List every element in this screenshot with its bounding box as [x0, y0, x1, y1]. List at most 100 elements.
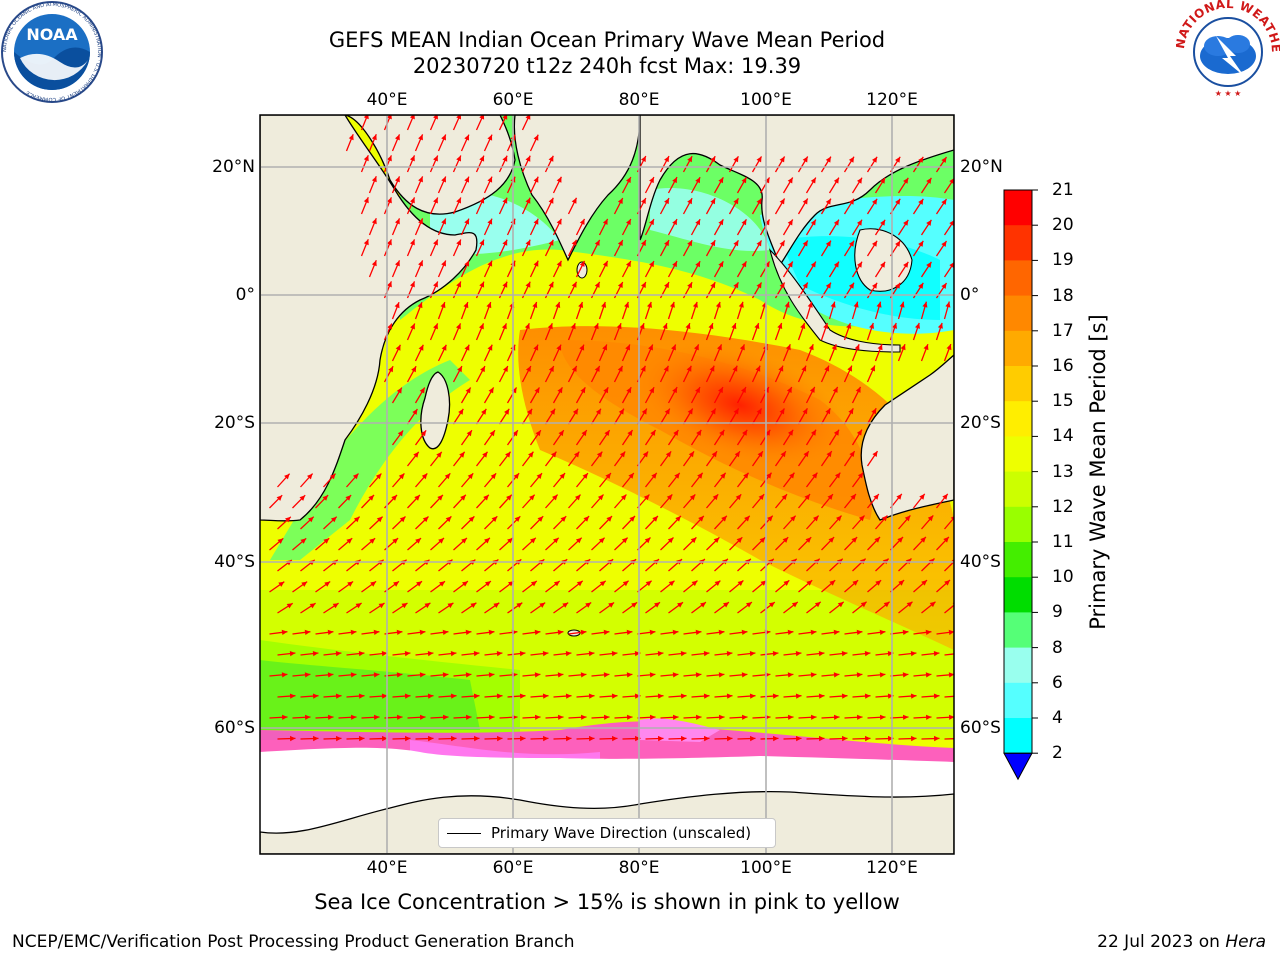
wave-arrow-head: [739, 344, 745, 351]
wave-arrow-head: [617, 240, 623, 246]
wave-arrow-head: [772, 693, 779, 699]
wave-arrow-head: [778, 365, 784, 372]
wave-arrow-head: [419, 629, 426, 635]
wave-arrow-head: [532, 302, 538, 308]
wave-arrow-head: [872, 198, 878, 205]
wave-arrow-head: [502, 155, 508, 162]
wave-arrow-head: [946, 344, 952, 351]
wave-arrow-head: [687, 156, 693, 163]
wave-arrow: [944, 604, 954, 614]
wave-arrow-head: [460, 494, 466, 501]
wave-arrow-head: [514, 516, 521, 522]
wave-arrow-head: [603, 672, 610, 678]
wave-arrow-head: [323, 538, 330, 544]
wave-arrow-head: [847, 365, 852, 372]
wave-arrow-head: [626, 672, 633, 678]
wave-arrow-head: [772, 651, 779, 657]
wave-arrow-head: [557, 672, 564, 678]
wave-arrow-head: [837, 601, 844, 608]
wave-arrow-head: [304, 629, 311, 635]
wave-arrow-head: [879, 672, 886, 678]
wave-arrow-head: [437, 494, 443, 501]
wave-arrow-head: [733, 240, 739, 247]
wave-arrow-head: [445, 516, 452, 523]
wave-arrow-head: [926, 261, 932, 268]
wave-arrow-head: [779, 282, 785, 289]
wave-arrow-head: [895, 198, 901, 205]
wave-arrow-head: [754, 323, 760, 329]
wave-arrow-head: [502, 197, 508, 204]
wave-arrow-head: [811, 714, 817, 720]
wave-arrow-head: [345, 495, 352, 501]
wave-arrow-head: [399, 516, 406, 523]
wave-arrow-head: [421, 473, 428, 480]
wave-arrow-head: [444, 473, 451, 480]
map-legend: Primary Wave Direction (unscaled): [438, 818, 776, 848]
wave-arrow-head: [513, 473, 520, 479]
wave-arrow-head: [597, 494, 604, 501]
wave-arrow-head: [604, 714, 610, 720]
colorbar-segment: [1004, 471, 1032, 508]
wave-arrow-head: [312, 651, 319, 657]
wave-arrow-head: [919, 493, 925, 500]
wave-arrow-head: [468, 516, 475, 522]
wave-arrow-head: [942, 493, 948, 500]
graticule: [260, 115, 954, 854]
wave-arrow-head: [841, 693, 848, 699]
wave-arrow-head: [618, 408, 624, 415]
wave-arrow-head: [413, 451, 419, 458]
wave-arrow-head: [371, 176, 377, 183]
wave-arrow-head: [649, 672, 656, 678]
wave-arrow-head: [833, 219, 839, 226]
wave-arrow-head: [519, 651, 526, 657]
colorbar-segment: [1004, 366, 1032, 402]
wave-arrow-head: [667, 537, 674, 544]
wave-arrow-head: [624, 301, 629, 308]
wave-arrow-head: [760, 580, 767, 586]
wave-arrow-head: [941, 157, 947, 163]
wave-arrow-head: [692, 301, 698, 308]
wave-arrow-head: [642, 451, 649, 458]
wave-arrow-head: [479, 323, 484, 330]
wave-arrow-head: [602, 344, 607, 351]
wave-arrow-head: [668, 580, 675, 587]
wave-arrow-head: [911, 735, 917, 742]
wave-arrow-head: [441, 344, 447, 351]
wave-arrow-head: [641, 198, 646, 204]
wave-arrow-head: [483, 494, 489, 501]
wave-arrow-head: [308, 516, 314, 523]
wave-arrow-head: [674, 472, 680, 479]
wave-arrow-head: [903, 177, 909, 184]
wave-arrow-head: [511, 387, 517, 394]
wave-arrow-head: [833, 672, 840, 678]
wave-arrow-head: [397, 430, 404, 437]
wave-arrow-head: [900, 344, 906, 351]
wave-arrow-head: [941, 199, 947, 205]
wave-arrow-head: [926, 714, 932, 720]
wave-arrow-head: [352, 473, 359, 480]
noaa-logo: NOAA NATIONAL OCEANIC AND ATMOSPHERIC AD…: [1, 1, 103, 103]
footer-host: Hera: [1225, 932, 1266, 952]
wave-arrow-head: [645, 580, 652, 587]
svg-text:★ ★ ★: ★ ★ ★: [1215, 89, 1242, 98]
wave-arrow-head: [278, 581, 285, 587]
wave-arrow-head: [833, 261, 839, 268]
wave-arrow-head: [626, 387, 632, 394]
wave-arrow-head: [479, 197, 485, 204]
wave-arrow-head: [689, 494, 696, 501]
colorbar-segment: [1004, 647, 1032, 684]
wave-arrow-head: [918, 198, 924, 205]
wave-arrow-head: [690, 537, 697, 544]
wave-arrow-head: [851, 537, 858, 543]
wave-arrow-head: [565, 651, 572, 657]
wave-arrow-head: [410, 239, 415, 246]
wave-arrow-head: [850, 494, 856, 500]
wave-arrow-head: [764, 177, 770, 184]
wave-arrow-head: [281, 672, 288, 678]
wave-arrow-head: [424, 602, 431, 609]
wave-arrow-head: [801, 365, 807, 372]
wave-arrow-head: [848, 156, 854, 163]
wave-arrow-head: [713, 537, 720, 543]
wave-arrow-head: [926, 177, 932, 184]
